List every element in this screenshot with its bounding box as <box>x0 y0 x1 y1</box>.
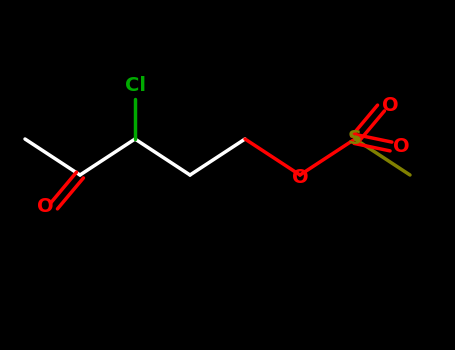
Text: Cl: Cl <box>125 76 146 95</box>
Text: S: S <box>348 130 362 148</box>
Text: O: O <box>393 137 410 156</box>
Text: O: O <box>382 96 398 115</box>
Text: O: O <box>37 196 53 216</box>
Text: O: O <box>292 168 308 187</box>
